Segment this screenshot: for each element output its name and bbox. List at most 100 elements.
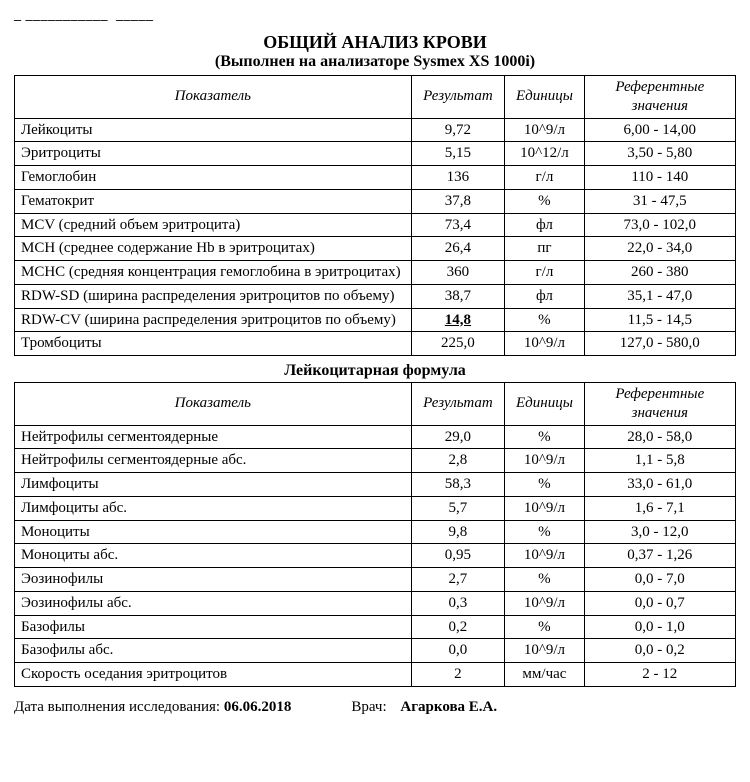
param-value: 2,7 — [411, 568, 505, 592]
table-row: Скорость оседания эритроцитов2мм/час2 - … — [15, 663, 736, 687]
param-name: Эозинофилы абс. — [15, 591, 412, 615]
param-name: Базофилы абс. — [15, 639, 412, 663]
param-reference: 11,5 - 14,5 — [584, 308, 735, 332]
table-row: RDW-CV (ширина распределения эритроцитов… — [15, 308, 736, 332]
param-unit: % — [505, 425, 584, 449]
doctor-label: Врач: — [351, 699, 386, 715]
param-unit: % — [505, 308, 584, 332]
param-unit: % — [505, 473, 584, 497]
param-unit: % — [505, 520, 584, 544]
param-reference: 0,37 - 1,26 — [584, 544, 735, 568]
table-row: Эозинофилы абс.0,310^9/л0,0 - 0,7 — [15, 591, 736, 615]
table-row: MCHC (средняя концентрация гемоглобина в… — [15, 261, 736, 285]
param-reference: 127,0 - 580,0 — [584, 332, 735, 356]
param-name: RDW-CV (ширина распределения эритроцитов… — [15, 308, 412, 332]
table-row: Эозинофилы2,7%0,0 - 7,0 — [15, 568, 736, 592]
col-result: Результат — [411, 76, 505, 119]
param-name: Моноциты — [15, 520, 412, 544]
param-value: 29,0 — [411, 425, 505, 449]
param-reference: 22,0 - 34,0 — [584, 237, 735, 261]
param-name: Нейтрофилы сегментоядерные — [15, 425, 412, 449]
param-reference: 6,00 - 14,00 — [584, 118, 735, 142]
table-row: Лимфоциты абс.5,710^9/л1,6 - 7,1 — [15, 496, 736, 520]
param-reference: 1,6 - 7,1 — [584, 496, 735, 520]
param-reference: 28,0 - 58,0 — [584, 425, 735, 449]
param-value: 0,3 — [411, 591, 505, 615]
report-title: ОБЩИЙ АНАЛИЗ КРОВИ — [14, 32, 736, 53]
col-param: Показатель — [15, 383, 412, 426]
param-value: 37,8 — [411, 189, 505, 213]
table-row: Гемоглобин136г/л110 - 140 — [15, 166, 736, 190]
param-value: 14,8 — [411, 308, 505, 332]
param-unit: % — [505, 189, 584, 213]
param-unit: фл — [505, 213, 584, 237]
param-value: 26,4 — [411, 237, 505, 261]
col-ref: Референтные значения — [584, 76, 735, 119]
table-row: Нейтрофилы сегментоядерные29,0%28,0 - 58… — [15, 425, 736, 449]
param-reference: 1,1 - 5,8 — [584, 449, 735, 473]
param-reference: 3,50 - 5,80 — [584, 142, 735, 166]
param-value: 5,15 — [411, 142, 505, 166]
param-unit: г/л — [505, 261, 584, 285]
diff-table: Показатель Результат Единицы Референтные… — [14, 382, 736, 687]
param-name: MCHC (средняя концентрация гемоглобина в… — [15, 261, 412, 285]
param-value: 0,0 — [411, 639, 505, 663]
col-param: Показатель — [15, 76, 412, 119]
param-unit: 10^9/л — [505, 591, 584, 615]
param-name: Базофилы — [15, 615, 412, 639]
table-row: Базофилы абс.0,010^9/л0,0 - 0,2 — [15, 639, 736, 663]
param-reference: 0,0 - 0,7 — [584, 591, 735, 615]
param-unit: пг — [505, 237, 584, 261]
diff-section-title: Лейкоцитарная формула — [14, 362, 736, 380]
param-value: 0,95 — [411, 544, 505, 568]
param-unit: 10^12/л — [505, 142, 584, 166]
table-row: Лимфоциты58,3%33,0 - 61,0 — [15, 473, 736, 497]
table-row: Нейтрофилы сегментоядерные абс.2,810^9/л… — [15, 449, 736, 473]
param-name: Моноциты абс. — [15, 544, 412, 568]
param-name: RDW-SD (ширина распределения эритроцитов… — [15, 284, 412, 308]
param-reference: 73,0 - 102,0 — [584, 213, 735, 237]
date-value: 06.06.2018 — [224, 699, 292, 715]
col-unit: Единицы — [505, 383, 584, 426]
cbc-header-row: Показатель Результат Единицы Референтные… — [15, 76, 736, 119]
param-reference: 110 - 140 — [584, 166, 735, 190]
param-unit: % — [505, 615, 584, 639]
param-unit: 10^9/л — [505, 544, 584, 568]
param-unit: г/л — [505, 166, 584, 190]
param-value: 0,2 — [411, 615, 505, 639]
param-unit: 10^9/л — [505, 332, 584, 356]
param-value: 2 — [411, 663, 505, 687]
param-unit: 10^9/л — [505, 639, 584, 663]
param-value: 5,7 — [411, 496, 505, 520]
param-unit: % — [505, 568, 584, 592]
param-reference: 35,1 - 47,0 — [584, 284, 735, 308]
param-name: Лимфоциты — [15, 473, 412, 497]
param-unit: 10^9/л — [505, 118, 584, 142]
table-row: Тромбоциты225,010^9/л127,0 - 580,0 — [15, 332, 736, 356]
table-row: RDW-SD (ширина распределения эритроцитов… — [15, 284, 736, 308]
param-value: 9,8 — [411, 520, 505, 544]
param-name: Скорость оседания эритроцитов — [15, 663, 412, 687]
param-name: Эозинофилы — [15, 568, 412, 592]
param-value: 73,4 — [411, 213, 505, 237]
param-reference: 3,0 - 12,0 — [584, 520, 735, 544]
report-footer: Дата выполнения исследования: 06.06.2018… — [14, 699, 736, 716]
param-reference: 2 - 12 — [584, 663, 735, 687]
param-name: Тромбоциты — [15, 332, 412, 356]
table-row: MCH (среднее содержание Hb в эритроцитах… — [15, 237, 736, 261]
param-value: 360 — [411, 261, 505, 285]
cbc-table: Показатель Результат Единицы Референтные… — [14, 75, 736, 356]
param-reference: 0,0 - 1,0 — [584, 615, 735, 639]
param-name: Нейтрофилы сегментоядерные абс. — [15, 449, 412, 473]
param-unit: мм/час — [505, 663, 584, 687]
doctor-value: Агаркова Е.А. — [400, 699, 497, 715]
param-name: Лейкоциты — [15, 118, 412, 142]
date-label: Дата выполнения исследования: — [14, 699, 224, 715]
param-value: 2,8 — [411, 449, 505, 473]
param-value: 9,72 — [411, 118, 505, 142]
param-reference: 0,0 - 7,0 — [584, 568, 735, 592]
table-row: Моноциты абс.0,9510^9/л0,37 - 1,26 — [15, 544, 736, 568]
param-name: Гемоглобин — [15, 166, 412, 190]
param-unit: фл — [505, 284, 584, 308]
param-reference: 0,0 - 0,2 — [584, 639, 735, 663]
